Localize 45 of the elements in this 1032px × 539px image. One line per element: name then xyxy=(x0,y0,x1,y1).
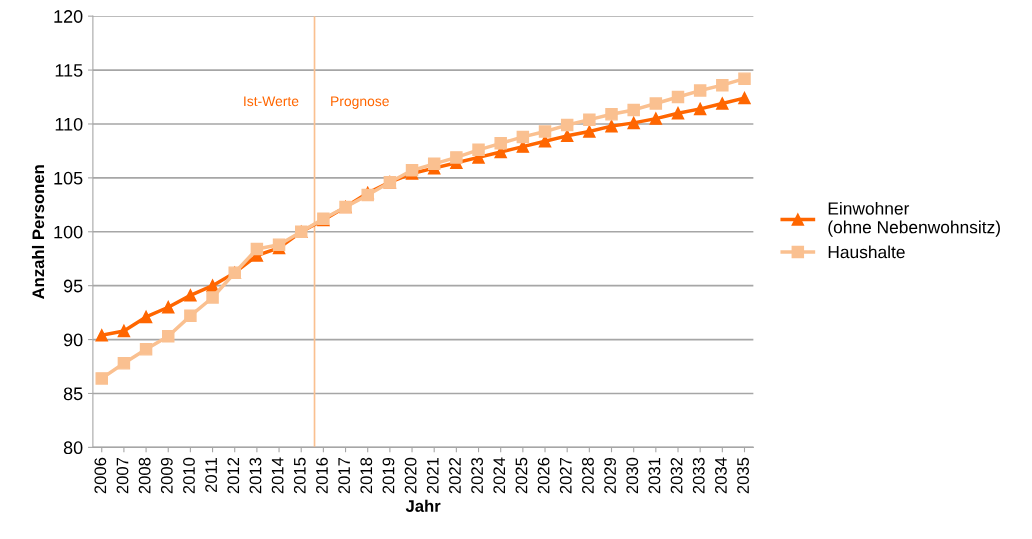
annotation: Prognose xyxy=(331,96,389,109)
x-tick-label: 2026 xyxy=(537,457,550,494)
y-tick-label: 110 xyxy=(55,117,83,131)
y-axis-title: Anzahl Personen xyxy=(31,165,45,299)
x-tick-label: 2020 xyxy=(404,457,417,494)
x-tick-label: 2008 xyxy=(138,457,151,494)
x-tick-label: 2018 xyxy=(360,457,373,494)
y-tick-label: 90 xyxy=(63,333,83,347)
x-tick-label: 2021 xyxy=(426,457,439,494)
y-tick-label: 85 xyxy=(63,387,83,401)
y-tick-label: 100 xyxy=(54,225,83,239)
x-tick-label: 2010 xyxy=(183,457,195,494)
x-tick-label: 2006 xyxy=(94,457,107,494)
x-tick-label: 2007 xyxy=(116,457,129,494)
legend-label: Haushalte xyxy=(828,245,905,259)
x-tick-label: 2017 xyxy=(338,457,351,494)
x-tick-label: 2019 xyxy=(382,457,395,494)
y-tick-label: 120 xyxy=(54,10,83,23)
x-tick-label: 2012 xyxy=(227,457,240,494)
x-tick-label: 2030 xyxy=(626,457,639,494)
x-tick-label: 2029 xyxy=(604,457,616,494)
annotation: Ist-Werte xyxy=(244,96,299,107)
x-tick-label: 2011 xyxy=(205,457,218,493)
x-tick-label: 2027 xyxy=(559,457,572,494)
x-tick-label: 2033 xyxy=(692,457,705,494)
x-tick-label: 2024 xyxy=(493,457,506,494)
x-tick-label: 2016 xyxy=(316,457,328,494)
x-tick-label: 2025 xyxy=(515,457,528,494)
x-tick-label: 2009 xyxy=(160,457,173,494)
x-tick-label: 2014 xyxy=(271,457,284,494)
y-tick-label: 80 xyxy=(63,441,83,455)
x-tick-label: 2032 xyxy=(670,457,683,494)
x-axis-title: Jahr xyxy=(405,499,441,512)
y-tick-label: 105 xyxy=(54,171,83,185)
y-tick-label: 115 xyxy=(55,64,83,77)
y-tick-label: 95 xyxy=(63,279,83,293)
x-tick-label: 2028 xyxy=(582,457,594,494)
x-tick-label: 2035 xyxy=(737,457,749,494)
x-tick-label: 2034 xyxy=(715,457,727,494)
x-tick-label: 2022 xyxy=(449,457,461,494)
x-tick-label: 2015 xyxy=(293,457,306,494)
x-tick-label: 2013 xyxy=(249,457,262,494)
x-tick-label: 2031 xyxy=(648,457,661,494)
x-tick-label: 2023 xyxy=(471,457,483,494)
legend-label: Einwohner (ohne Nebenwohnsitz) xyxy=(828,201,1000,237)
